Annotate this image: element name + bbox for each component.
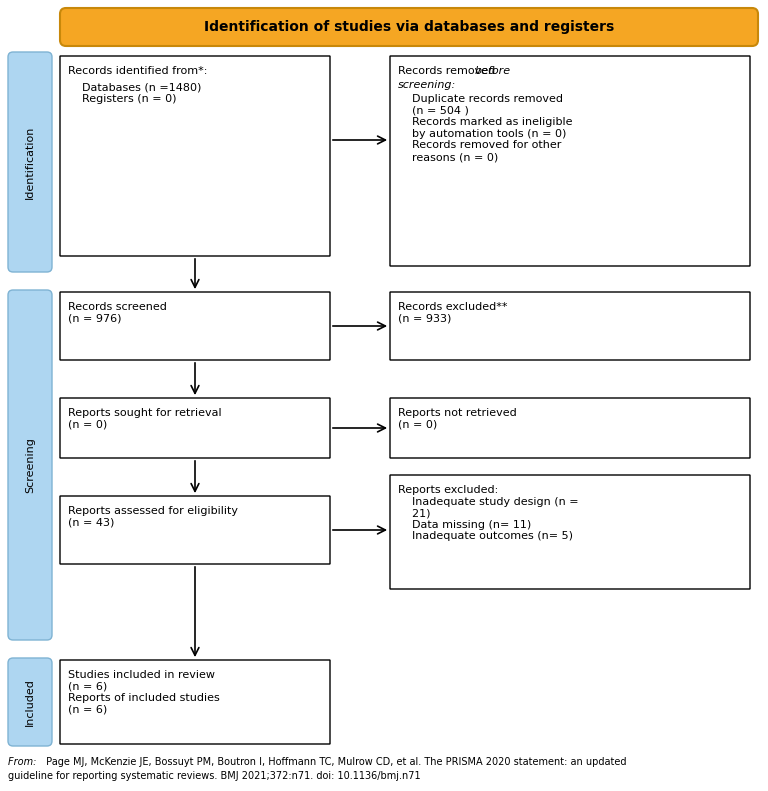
FancyBboxPatch shape <box>390 475 750 589</box>
Text: Reports sought for retrieval
(n = 0): Reports sought for retrieval (n = 0) <box>68 408 222 430</box>
FancyBboxPatch shape <box>8 658 52 746</box>
Text: Reports assessed for eligibility
(n = 43): Reports assessed for eligibility (n = 43… <box>68 506 238 528</box>
FancyBboxPatch shape <box>390 398 750 458</box>
Text: Page MJ, McKenzie JE, Bossuyt PM, Boutron I, Hoffmann TC, Mulrow CD, et al. The : Page MJ, McKenzie JE, Bossuyt PM, Boutro… <box>43 757 627 767</box>
Text: before: before <box>475 66 511 76</box>
Text: Identification of studies via databases and registers: Identification of studies via databases … <box>204 20 614 34</box>
Text: Screening: Screening <box>25 437 35 493</box>
Text: Records excluded**
(n = 933): Records excluded** (n = 933) <box>398 302 508 324</box>
Text: Reports not retrieved
(n = 0): Reports not retrieved (n = 0) <box>398 408 517 430</box>
FancyBboxPatch shape <box>60 292 330 360</box>
Text: From:: From: <box>8 757 39 767</box>
FancyBboxPatch shape <box>390 292 750 360</box>
FancyBboxPatch shape <box>60 398 330 458</box>
Text: Databases (n =1480)
    Registers (n = 0): Databases (n =1480) Registers (n = 0) <box>68 82 201 104</box>
FancyBboxPatch shape <box>8 52 52 272</box>
FancyBboxPatch shape <box>60 496 330 564</box>
Text: Records identified from*:: Records identified from*: <box>68 66 207 76</box>
Text: guideline for reporting systematic reviews. BMJ 2021;372:n71. doi: 10.1136/bmj.n: guideline for reporting systematic revie… <box>8 771 421 781</box>
Text: Studies included in review
(n = 6)
Reports of included studies
(n = 6): Studies included in review (n = 6) Repor… <box>68 670 220 715</box>
Text: Duplicate records removed
    (n = 504 )
    Records marked as ineligible
    by: Duplicate records removed (n = 504 ) Rec… <box>398 94 572 162</box>
Text: Identification: Identification <box>25 125 35 199</box>
Text: screening:: screening: <box>398 80 456 90</box>
Text: Included: Included <box>25 678 35 726</box>
FancyBboxPatch shape <box>60 56 330 256</box>
FancyBboxPatch shape <box>60 660 330 744</box>
FancyBboxPatch shape <box>8 290 52 640</box>
FancyBboxPatch shape <box>390 56 750 266</box>
Text: Records screened
(n = 976): Records screened (n = 976) <box>68 302 167 324</box>
Text: Reports excluded:
    Inadequate study design (n =
    21)
    Data missing (n= : Reports excluded: Inadequate study desig… <box>398 485 578 541</box>
Text: Records removed: Records removed <box>398 66 498 76</box>
FancyBboxPatch shape <box>60 8 758 46</box>
